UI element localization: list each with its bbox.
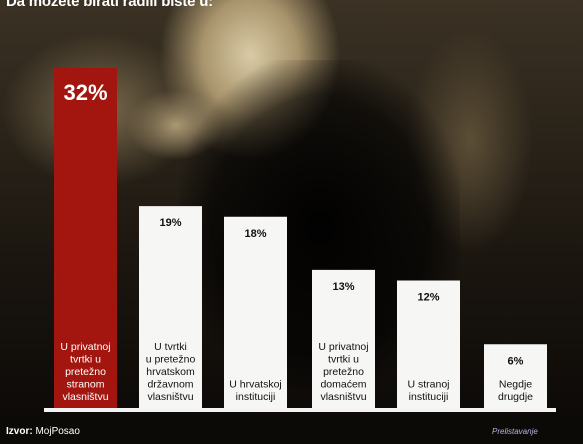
- bar-value-label: 18%: [244, 228, 266, 240]
- bar: [224, 216, 287, 408]
- bar: [54, 68, 117, 408]
- bar-value-label: 32%: [63, 80, 107, 105]
- bar: [397, 280, 460, 408]
- bar-group: 6% Negdje drugdje: [484, 344, 547, 408]
- source-prefix: Izvor:: [6, 426, 33, 437]
- bar-group: 32% U privatnoj tvrtki u pretežno stranom vla…: [54, 68, 117, 408]
- bar-group: 13% U privatnoj tvrtki u pretežno domaćem vla…: [312, 269, 375, 408]
- headline: Da možete birati radili biste u:: [6, 0, 213, 10]
- bar-category-label: U hrvatskoj instituciji: [229, 379, 282, 404]
- bar-value-label: 6%: [508, 355, 524, 367]
- bar-category-label: U stranoj instituciji: [407, 379, 449, 404]
- bar-group: 12% U stranoj instituciji: [397, 280, 460, 408]
- bar-category-label: Negdje drugdje: [498, 379, 533, 404]
- bar: [139, 206, 202, 408]
- bar-value-label: 12%: [417, 292, 439, 304]
- bar: [312, 269, 375, 408]
- bar-category-label: U privatnoj tvrtki u pretežno domaćem vlasni…: [318, 341, 368, 403]
- bar: [484, 344, 547, 408]
- source-value: MojPosao: [35, 426, 80, 437]
- chart-baseline: [44, 408, 556, 412]
- footer-strip: [0, 418, 583, 444]
- signature: Prelistavanje: [492, 427, 538, 436]
- bar-category-label: U privatnoj tvrtki u pretežno stranom vlasni…: [60, 341, 110, 403]
- bar-group: 19% U tvrtki u pretežno hrvatskom državnom vl…: [139, 206, 202, 408]
- bar-value-label: 13%: [332, 281, 354, 293]
- source-line: Izvor: MojPosao: [6, 426, 80, 437]
- bar-group: 18% U hrvatskoj instituciji: [224, 216, 287, 408]
- bar-category-label: U tvrtki u pretežno hrvatskom državnom vlasn…: [146, 341, 196, 403]
- bar-value-label: 19%: [159, 217, 181, 229]
